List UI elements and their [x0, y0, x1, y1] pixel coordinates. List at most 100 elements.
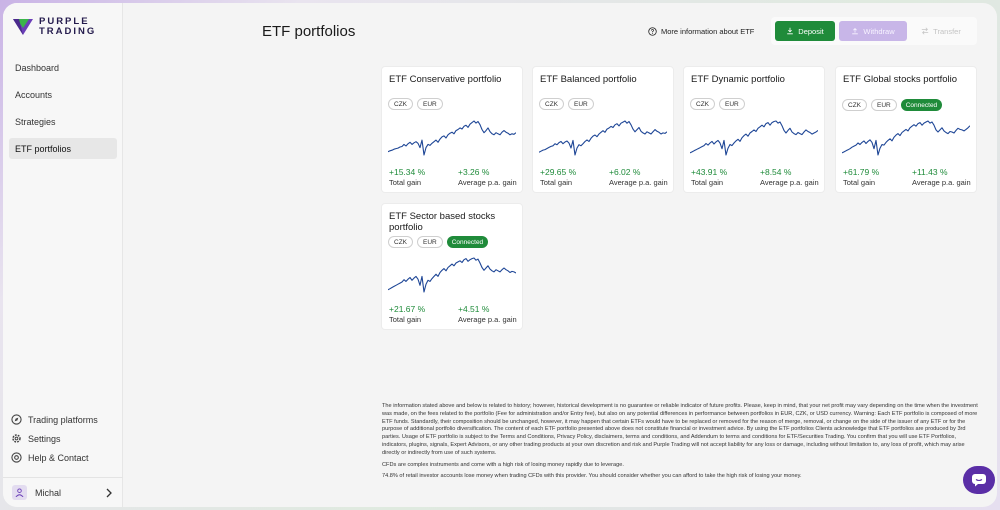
brand-line-1: PURPLE: [39, 16, 90, 27]
portfolio-title: ETF Sector based stocks portfolio: [389, 211, 496, 233]
average-gain: +4.51 % Average p.a. gain: [458, 304, 517, 324]
average-gain-value: +11.43 %: [912, 167, 948, 177]
total-gain-label: Total gain: [691, 178, 724, 187]
brand-name: PURPLE TRADING: [39, 17, 96, 37]
average-gain-label: Average p.a. gain: [912, 178, 971, 187]
total-gain: +15.34 % Total gain: [389, 167, 425, 187]
average-gain-value: +8.54 %: [760, 167, 792, 177]
currency-tag[interactable]: EUR: [568, 98, 594, 110]
portfolio-card[interactable]: ETF Conservative portfolio CZK EUR +15.34…: [382, 67, 522, 192]
more-info-link[interactable]: More information about ETF: [648, 27, 754, 36]
total-gain-value: +15.34 %: [389, 167, 426, 177]
disclaimer-retail: 74.8% of retail investor accounts lose m…: [382, 473, 802, 480]
connected-badge: Connected: [446, 236, 489, 248]
currency-tag[interactable]: CZK: [842, 99, 867, 111]
gear-icon: [12, 434, 21, 443]
performance-sparkline: [388, 120, 516, 156]
sidebar-item-label: Settings: [28, 433, 61, 444]
currency-tags: CZK EUR: [388, 98, 443, 110]
main-nav: Dashboard Accounts Strategies ETF portfo…: [9, 57, 117, 165]
portfolio-title: ETF Global stocks portfolio: [843, 74, 958, 85]
average-gain: +3.26 % Average p.a. gain: [458, 167, 517, 187]
sidebar-item-help-contact[interactable]: Help & Contact: [11, 448, 119, 467]
page-title: ETF portfolios: [262, 23, 356, 40]
performance-sparkline: [690, 120, 818, 156]
sidebar-item-label: Accounts: [15, 89, 53, 100]
brand-logo[interactable]: PURPLE TRADING: [13, 17, 96, 37]
withdraw-label: Withdraw: [863, 26, 895, 36]
compass-icon: [11, 414, 22, 425]
sidebar-item-label: ETF portfolios: [15, 143, 72, 154]
total-gain: +21.67 % Total gain: [389, 304, 425, 324]
average-gain-label: Average p.a. gain: [458, 178, 517, 187]
action-bar: Deposit Withdraw Transfer: [771, 17, 977, 45]
deposit-button[interactable]: Deposit: [775, 21, 835, 41]
currency-tag[interactable]: EUR: [417, 236, 443, 248]
currency-tag[interactable]: EUR: [417, 98, 443, 110]
total-gain: +61.79 % Total gain: [843, 167, 879, 187]
currency-tags: CZK EUR Connected: [842, 99, 943, 111]
average-gain: +11.43 % Average p.a. gain: [912, 167, 971, 187]
transfer-button[interactable]: Transfer: [911, 21, 971, 41]
portfolio-card[interactable]: ETF Dynamic portfolio CZK EUR +43.91 % To…: [684, 67, 824, 192]
average-gain: +6.02 % Average p.a. gain: [609, 167, 668, 187]
download-icon: [787, 27, 794, 35]
sidebar-item-etf-portfolios[interactable]: ETF portfolios: [9, 138, 117, 159]
portfolio-title: ETF Conservative portfolio: [389, 74, 502, 85]
total-gain-label: Total gain: [540, 178, 573, 187]
portfolio-card[interactable]: ETF Balanced portfolio CZK EUR +29.65 % T…: [533, 67, 673, 192]
performance-sparkline: [388, 257, 516, 293]
withdraw-button[interactable]: Withdraw: [839, 21, 907, 41]
chat-button[interactable]: [963, 466, 995, 494]
currency-tag[interactable]: CZK: [690, 98, 715, 110]
sidebar-item-trading-platforms[interactable]: Trading platforms: [11, 410, 119, 429]
currency-tag[interactable]: CZK: [388, 98, 413, 110]
disclaimer: The information stated above and below i…: [382, 403, 978, 485]
transfer-icon: [921, 27, 929, 35]
average-gain-label: Average p.a. gain: [458, 315, 517, 324]
total-gain-value: +21.67 %: [389, 304, 426, 314]
chat-icon: [972, 474, 986, 487]
average-gain-label: Average p.a. gain: [609, 178, 668, 187]
sidebar-item-label: Trading platforms: [28, 414, 98, 425]
help-circle-icon: [648, 27, 657, 36]
portfolio-title: ETF Balanced portfolio: [540, 74, 637, 85]
average-gain-value: +3.26 %: [458, 167, 490, 177]
user-menu[interactable]: Michal: [3, 477, 123, 507]
sparkline-series: [690, 120, 818, 156]
currency-tag[interactable]: EUR: [871, 99, 897, 111]
sparkline-series: [388, 120, 516, 156]
user-icon: [15, 488, 24, 497]
deposit-label: Deposit: [798, 26, 824, 36]
total-gain-value: +61.79 %: [843, 167, 880, 177]
sidebar-item-strategies[interactable]: Strategies: [9, 111, 117, 132]
currency-tag[interactable]: CZK: [388, 236, 413, 248]
total-gain-label: Total gain: [843, 178, 876, 187]
currency-tag[interactable]: CZK: [539, 98, 564, 110]
portfolio-card[interactable]: ETF Sector based stocks portfolio CZK EUR…: [382, 204, 522, 329]
sidebar: PURPLE TRADING Dashboard Accounts Strate…: [3, 3, 123, 507]
brand-line-2: TRADING: [39, 26, 97, 37]
average-gain: +8.54 % Average p.a. gain: [760, 167, 819, 187]
sidebar-item-accounts[interactable]: Accounts: [9, 84, 117, 105]
portfolio-card[interactable]: ETF Global stocks portfolio CZK EUR Connec…: [836, 67, 976, 192]
performance-sparkline: [539, 120, 667, 156]
chevron-right-icon: [106, 488, 112, 497]
total-gain-label: Total gain: [389, 178, 422, 187]
sidebar-item-label: Dashboard: [15, 62, 60, 73]
transfer-label: Transfer: [933, 26, 961, 36]
total-gain-value: +29.65 %: [540, 167, 577, 177]
disclaimer-history: The information stated above and below i…: [382, 403, 978, 456]
currency-tags: CZK EUR: [690, 98, 745, 110]
sidebar-item-settings[interactable]: Settings: [11, 429, 119, 448]
logo-icon: [13, 19, 33, 35]
total-gain: +43.91 % Total gain: [691, 167, 727, 187]
user-name: Michal: [35, 487, 62, 498]
total-gain-value: +43.91 %: [691, 167, 728, 177]
sidebar-item-label: Strategies: [15, 116, 56, 127]
average-gain-value: +6.02 %: [609, 167, 641, 177]
currency-tag[interactable]: EUR: [719, 98, 745, 110]
sidebar-item-dashboard[interactable]: Dashboard: [9, 57, 117, 78]
performance-sparkline: [842, 120, 970, 156]
sparkline-series: [539, 120, 667, 156]
